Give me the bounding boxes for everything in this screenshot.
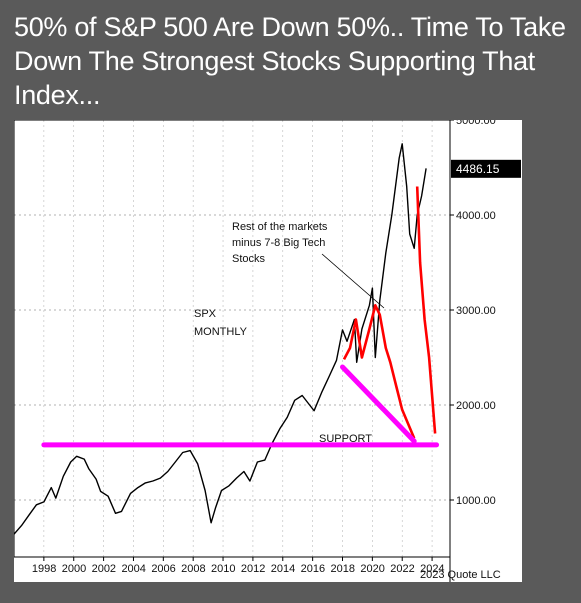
x-tick-label: 2016 [301, 563, 325, 575]
x-axis: 1998 2000 2002 2004 2006 2008 2010 2012 2014 2016… [32, 557, 445, 575]
x-tick-label: 2002 [92, 563, 116, 575]
annotation-spx: SPX [194, 308, 217, 320]
last-price-tag: 4486.15 [451, 159, 521, 178]
x-tick-label: 2024 [420, 563, 444, 575]
annotation-rest-line2: minus 7-8 Big Tech [232, 237, 325, 249]
y-axis: 5000.00 4000.00 3000.00 2000.00 1000.00 [450, 120, 496, 507]
spx-chart: 5000.00 4000.00 3000.00 2000.00 1000.00 1998… [14, 120, 521, 582]
copyright-label: 2023 Quote LLC [420, 569, 501, 581]
support-lines [41, 364, 440, 448]
annotation-monthly: MONTHLY [194, 326, 248, 338]
last-price-label: 4486.15 [456, 162, 500, 176]
y-tick-label: 1000.00 [456, 495, 496, 507]
y-tick-label: 5000.00 [456, 120, 496, 127]
chart-panel: 5000.00 4000.00 3000.00 2000.00 1000.00 1998… [14, 120, 522, 582]
x-tick-label: 1998 [32, 563, 56, 575]
annotation-support: SUPPORT [319, 433, 372, 445]
y-tick-label: 4000.00 [456, 210, 496, 222]
annotation-pointer-line [321, 253, 385, 309]
y-tick-label: 3000.00 [456, 305, 496, 317]
price-lines [14, 143, 437, 535]
x-tick-label: 2022 [390, 563, 414, 575]
trend-line [339, 364, 417, 444]
y-tick-label: 2000.00 [456, 400, 496, 412]
x-tick-label: 2018 [330, 563, 354, 575]
annotation-rest-line3: Stocks [232, 253, 266, 265]
annotation-spx-monthly: SPX MONTHLY [194, 308, 248, 338]
headline: 50% of S&P 500 Are Down 50%.. Time To Ta… [14, 12, 566, 110]
x-tick-label: 2000 [62, 563, 86, 575]
x-tick-label: 2010 [211, 563, 235, 575]
x-tick-label: 2006 [151, 563, 175, 575]
x-tick-label: 2014 [271, 563, 295, 575]
x-tick-label: 2004 [121, 563, 145, 575]
annotation-rest-of-markets: Rest of the markets minus 7-8 Big Tech S… [232, 221, 385, 309]
annotation-rest-line1: Rest of the markets [232, 221, 328, 233]
x-tick-label: 2012 [241, 563, 265, 575]
x-tick-label: 2020 [360, 563, 384, 575]
x-tick-label: 2008 [181, 563, 205, 575]
red-series-line [415, 186, 437, 434]
spx-series-line [14, 143, 427, 535]
red-series-line [342, 304, 416, 439]
